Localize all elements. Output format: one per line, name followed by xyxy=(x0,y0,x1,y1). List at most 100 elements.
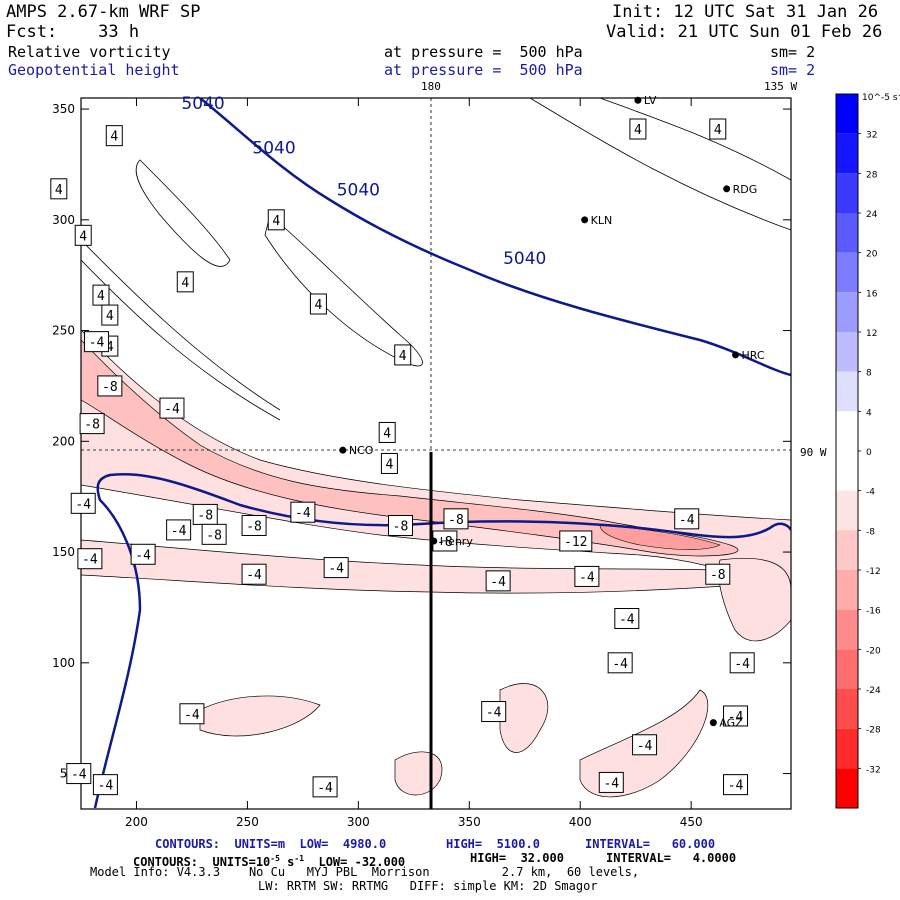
colorbar-label: -12 xyxy=(866,567,881,577)
svg-text:-8: -8 xyxy=(197,508,213,523)
neg-vort-blob-sw xyxy=(199,695,321,737)
pos-vort-contour xyxy=(599,98,791,181)
svg-text:-8: -8 xyxy=(206,528,222,543)
colorbar-label: 4 xyxy=(866,408,872,418)
contour-value-label: 4 xyxy=(380,452,398,474)
svg-text:4: 4 xyxy=(97,289,105,304)
contour-value-label: 4 xyxy=(267,209,285,231)
svg-text:-4: -4 xyxy=(75,497,91,512)
contour-value-label: -4 xyxy=(77,548,103,570)
contour-value-label: -4 xyxy=(241,563,267,585)
contour-value-label: -4 xyxy=(481,701,507,723)
colorbar-label: -24 xyxy=(866,686,881,696)
field1-level: at pressure = 500 hPa xyxy=(384,43,583,61)
x-tick-label: 350 xyxy=(458,815,481,829)
colorbar-swatch xyxy=(836,133,858,174)
contour-value-label: -8 xyxy=(443,508,469,530)
y-tick-label: 300 xyxy=(52,213,75,227)
footer-height-interval: INTERVAL= 60.000 xyxy=(585,837,716,851)
svg-text:4: 4 xyxy=(714,123,722,138)
contour-value-label: -4 xyxy=(290,501,316,523)
contour-value-label: 4 xyxy=(74,224,92,246)
contour-value-label: 4 xyxy=(378,421,396,443)
footer-vort-interval: INTERVAL= 4.0000 xyxy=(606,851,737,865)
footer-physics: LW: RRTM SW: RRTMG DIFF: simple KM: 2D S… xyxy=(258,879,598,893)
svg-text:4: 4 xyxy=(106,340,114,355)
contour-value-label: 4 xyxy=(105,125,123,147)
svg-text:4: 4 xyxy=(79,229,87,244)
svg-text:-4: -4 xyxy=(734,657,750,672)
colorbar-swatch xyxy=(836,213,858,253)
lon-label-180: 180 xyxy=(421,80,441,93)
height-contour-trough xyxy=(93,473,791,809)
height-contour-label: 5040 xyxy=(181,94,224,114)
footer-model-info: Model Info: V4.3.3 No Cu MYJ PBL Morriso… xyxy=(90,865,640,879)
svg-text:4: 4 xyxy=(106,309,114,324)
contour-value-label: -4 xyxy=(312,776,338,798)
field1-smoothing: sm= 2 xyxy=(770,43,816,61)
plot-frame xyxy=(80,97,792,810)
height-labels: 5040 5040 5040 5040 xyxy=(181,94,546,269)
footer-vort-contours: CONTOURS: UNITS=10-5 s-1 LOW= -32.000 xyxy=(133,854,406,869)
station-marker xyxy=(723,185,731,193)
contour-value-label: -4 xyxy=(614,608,640,630)
station-label: LV xyxy=(644,94,657,107)
contour-value-label: -4 xyxy=(92,774,118,796)
contour-value-label: -4 xyxy=(70,492,96,514)
init-time: Init: 12 UTC Sat 31 Jan 26 xyxy=(612,2,879,22)
colorbar-swatch xyxy=(836,570,858,610)
colorbar-swatch xyxy=(836,371,858,412)
svg-text:-8: -8 xyxy=(448,513,464,528)
colorbar-swatch xyxy=(836,252,858,293)
colorbar-swatch xyxy=(836,768,858,808)
contour-value-label: -4 xyxy=(159,397,185,419)
station-marker xyxy=(634,96,642,104)
colorbar-label: -16 xyxy=(866,607,881,617)
svg-text:4: 4 xyxy=(314,298,322,313)
colorbar-label: 20 xyxy=(866,250,878,260)
svg-text:-4: -4 xyxy=(619,613,635,628)
svg-text:-4: -4 xyxy=(490,575,506,590)
contour-value-label: -8 xyxy=(201,523,227,545)
colorbar-label: -8 xyxy=(866,527,875,537)
station-label: NCO xyxy=(349,444,374,457)
svg-text:4: 4 xyxy=(181,276,189,291)
height-contours xyxy=(93,98,791,809)
contour-value-label: -4 xyxy=(84,331,110,353)
pos-vort-contour xyxy=(529,98,791,231)
contour-value-label: 4 xyxy=(92,284,110,306)
svg-text:-4: -4 xyxy=(82,553,98,568)
colorbar-label: -28 xyxy=(866,726,881,736)
station-marker xyxy=(732,351,740,359)
height-contour-label: 5040 xyxy=(252,138,295,158)
contour-value-label: -8 xyxy=(432,530,458,552)
lon-label-135w: 135 W xyxy=(764,80,798,93)
contour-value-label: -4 xyxy=(723,774,749,796)
axis-ticks: 20025030035040045050100150200250300350 xyxy=(52,98,791,829)
colorbar-label: 8 xyxy=(866,369,872,379)
contour-value-label: -8 xyxy=(241,514,267,536)
field2-level: at pressure = 500 hPa xyxy=(384,61,583,79)
station-label: HRC xyxy=(742,349,765,362)
svg-text:-4: -4 xyxy=(317,781,333,796)
svg-text:-4: -4 xyxy=(295,506,311,521)
colorbar-swatch xyxy=(836,292,858,332)
pos-vort-contour xyxy=(135,159,231,267)
colorbar-label: 24 xyxy=(866,210,878,220)
svg-text:4: 4 xyxy=(634,123,642,138)
svg-text:-4: -4 xyxy=(89,336,105,351)
svg-text:4: 4 xyxy=(110,130,118,145)
svg-text:-8: -8 xyxy=(393,519,409,534)
svg-text:-4: -4 xyxy=(71,768,87,783)
station-marker xyxy=(581,216,589,224)
vorticity-fill xyxy=(81,98,791,798)
svg-text:-12: -12 xyxy=(564,535,587,550)
svg-text:-4: -4 xyxy=(728,779,744,794)
colorbar-swatch xyxy=(836,609,858,650)
y-tick-label: 250 xyxy=(52,324,75,338)
contour-value-label: -8 xyxy=(97,375,123,397)
svg-text:-4: -4 xyxy=(246,568,262,583)
y-tick-label: 100 xyxy=(52,656,75,670)
station-marker xyxy=(709,719,717,727)
contour-value-label: -4 xyxy=(674,508,700,530)
